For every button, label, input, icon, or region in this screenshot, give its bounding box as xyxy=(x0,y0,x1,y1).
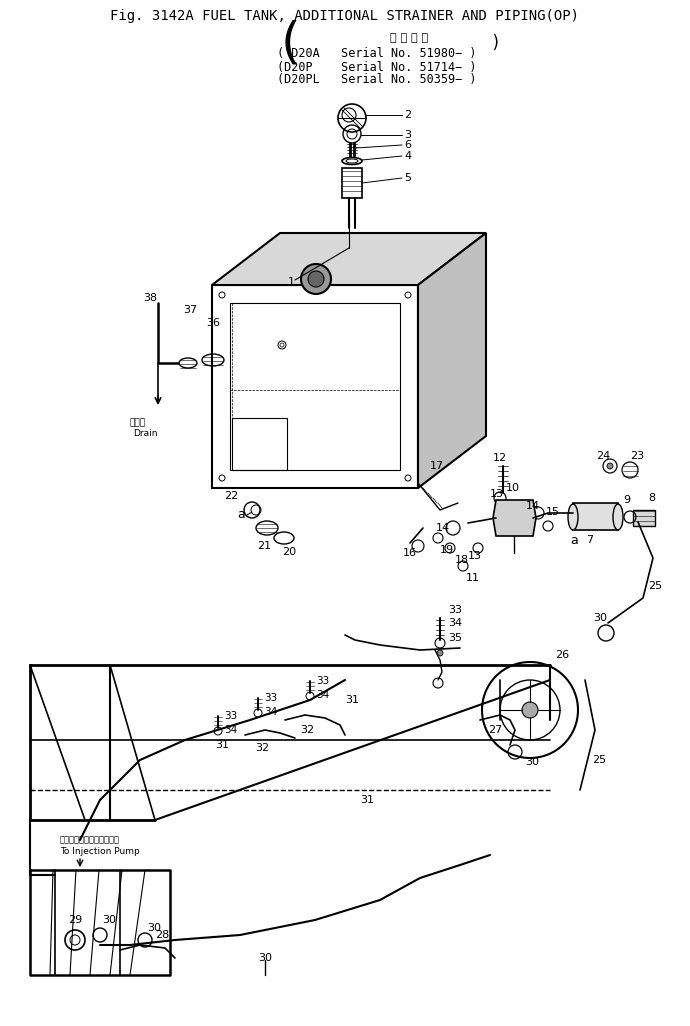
Text: 12: 12 xyxy=(493,453,507,463)
Text: 30: 30 xyxy=(147,923,161,933)
Text: Drain: Drain xyxy=(133,430,157,438)
Text: 21: 21 xyxy=(257,541,271,551)
Text: ( D20A   Serial No. 51980− ): ( D20A Serial No. 51980− ) xyxy=(277,47,477,61)
Text: 8: 8 xyxy=(648,494,655,503)
Text: 38: 38 xyxy=(143,293,157,303)
Text: 29: 29 xyxy=(68,915,82,925)
Circle shape xyxy=(522,702,538,718)
Text: 33: 33 xyxy=(316,676,329,686)
Text: 31: 31 xyxy=(215,740,229,750)
Text: 2: 2 xyxy=(404,110,411,120)
Text: 34: 34 xyxy=(264,707,277,717)
Text: 33: 33 xyxy=(264,693,277,703)
Text: 22: 22 xyxy=(224,491,238,501)
Text: ): ) xyxy=(490,34,500,52)
Text: (: ( xyxy=(275,19,305,67)
Polygon shape xyxy=(418,233,486,488)
Text: 23: 23 xyxy=(630,451,644,461)
Text: 33: 33 xyxy=(448,605,462,615)
Text: Fig. 3142A FUEL TANK, ADDITIONAL STRAINER AND PIPING(OP): Fig. 3142A FUEL TANK, ADDITIONAL STRAINE… xyxy=(110,9,580,23)
Text: 34: 34 xyxy=(224,725,237,735)
Text: 13: 13 xyxy=(468,551,482,561)
Bar xyxy=(232,418,287,470)
Text: 1: 1 xyxy=(288,277,295,287)
Text: 14: 14 xyxy=(526,501,540,511)
Polygon shape xyxy=(493,500,536,536)
Text: 18: 18 xyxy=(455,555,469,565)
Text: 32: 32 xyxy=(255,743,269,753)
Polygon shape xyxy=(212,233,486,285)
Bar xyxy=(230,303,400,470)
Polygon shape xyxy=(212,285,418,488)
Text: 31: 31 xyxy=(345,695,359,705)
Text: 25: 25 xyxy=(648,581,662,591)
Text: 26: 26 xyxy=(555,650,569,660)
Text: 36: 36 xyxy=(206,318,220,328)
Text: 適 用 号 機: 適 用 号 機 xyxy=(390,33,428,43)
Circle shape xyxy=(607,463,613,469)
Text: 30: 30 xyxy=(525,757,539,767)
Text: 37: 37 xyxy=(183,305,197,315)
Text: a: a xyxy=(237,509,245,521)
Bar xyxy=(342,168,362,198)
Text: 9: 9 xyxy=(623,495,630,505)
Text: 32: 32 xyxy=(300,725,314,735)
Text: 11: 11 xyxy=(466,573,480,583)
Text: 17: 17 xyxy=(430,461,444,471)
Text: 34: 34 xyxy=(448,618,462,628)
Text: 16: 16 xyxy=(403,548,417,558)
Text: 24: 24 xyxy=(596,451,610,461)
Circle shape xyxy=(437,650,443,656)
Text: 14: 14 xyxy=(436,523,450,532)
Text: 25: 25 xyxy=(592,755,606,765)
Text: 19: 19 xyxy=(440,545,454,555)
Text: 7: 7 xyxy=(586,535,593,545)
Text: 31: 31 xyxy=(360,795,374,805)
Text: 10: 10 xyxy=(506,483,520,494)
Text: 30: 30 xyxy=(102,915,116,925)
Text: To Injection Pump: To Injection Pump xyxy=(60,847,140,857)
Text: 27: 27 xyxy=(488,725,502,735)
Text: 33: 33 xyxy=(224,711,237,721)
Bar xyxy=(633,510,655,526)
Text: 3: 3 xyxy=(404,130,411,140)
Text: 13: 13 xyxy=(490,489,504,499)
Text: 5: 5 xyxy=(404,173,411,183)
Text: (D20PL   Serial No. 50359− ): (D20PL Serial No. 50359− ) xyxy=(277,74,477,86)
Text: 15: 15 xyxy=(546,507,560,517)
Text: 6: 6 xyxy=(404,140,411,150)
Text: 20: 20 xyxy=(282,547,296,557)
Text: (D20P    Serial No. 51714− ): (D20P Serial No. 51714− ) xyxy=(277,61,477,74)
Text: 34: 34 xyxy=(316,690,329,700)
Text: a: a xyxy=(570,534,578,547)
Ellipse shape xyxy=(568,504,578,530)
Text: 28: 28 xyxy=(155,930,169,940)
Circle shape xyxy=(308,271,324,287)
Circle shape xyxy=(301,264,331,294)
Text: 35: 35 xyxy=(448,633,462,643)
Polygon shape xyxy=(573,503,618,530)
Text: 30: 30 xyxy=(593,613,607,623)
Text: 4: 4 xyxy=(404,151,411,161)
Text: ドレン: ドレン xyxy=(130,419,146,428)
Text: 30: 30 xyxy=(258,953,272,963)
Ellipse shape xyxy=(613,504,623,530)
Text: インジェクションポンプへ: インジェクションポンプへ xyxy=(60,835,120,844)
